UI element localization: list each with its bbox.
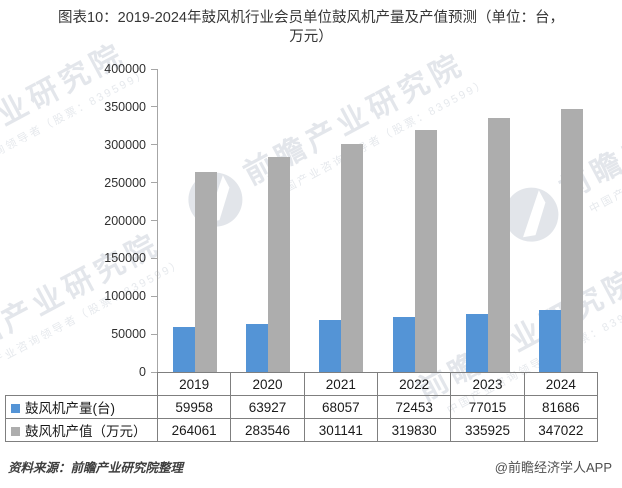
output-value-cell: 347022 — [523, 418, 599, 442]
legend-label-production: 鼓风机产量(台) — [25, 401, 115, 416]
bar-production-2019 — [172, 326, 195, 372]
y-tick-label: 250000 — [104, 175, 146, 190]
year-cell: 2022 — [376, 372, 452, 396]
bar-production-2020 — [245, 323, 268, 372]
year-cell: 2021 — [303, 372, 378, 396]
bar-group-2020 — [231, 69, 304, 372]
y-tick-label: 200000 — [104, 213, 146, 228]
y-tick-label: 400000 — [104, 62, 146, 76]
data-table: 2019 2020 2021 2022 2023 2024 鼓风机产量(台) 5… — [5, 372, 599, 442]
qianzhan-logo-icon — [504, 187, 559, 242]
y-axis-tick — [151, 371, 157, 373]
y-tick-label: 150000 — [104, 251, 146, 266]
legend-label-output-value: 鼓风机产值（万元） — [25, 424, 147, 439]
y-tick-label: 0 — [139, 365, 146, 379]
output-value-cell: 264061 — [156, 418, 232, 442]
y-axis-tick — [151, 144, 157, 146]
bar-output-value-2019 — [194, 171, 217, 372]
y-axis-tick — [151, 220, 157, 221]
table-row-years: 2019 2020 2021 2022 2023 2024 — [6, 372, 599, 396]
chart-title: 图表10：2019-2024年鼓风机行业会员单位鼓风机产量及产值预测（单位：台，… — [0, 9, 622, 47]
production-value-cell: 68057 — [303, 395, 378, 419]
y-axis-tick — [151, 257, 157, 259]
bar-group-2024 — [525, 69, 598, 372]
legend-swatch-output-value — [11, 427, 20, 436]
bar-production-2022 — [392, 317, 415, 372]
bar-group-2023 — [451, 69, 524, 372]
output-value-cell: 335925 — [450, 418, 525, 442]
bar-group-2019 — [158, 69, 231, 372]
y-axis-tick — [151, 295, 157, 297]
y-axis-tick — [151, 68, 157, 70]
bar-output-value-2024 — [561, 109, 584, 372]
table-row-production: 鼓风机产量(台) 59958 63927 68057 72453 77015 8… — [5, 395, 599, 419]
bar-output-value-2022 — [414, 129, 437, 372]
y-axis-tick — [151, 182, 157, 184]
output-value-cell: 301141 — [303, 418, 378, 442]
bar-group-2021 — [305, 69, 378, 372]
bar-production-2021 — [319, 320, 342, 372]
y-axis: 400000 350000 300000 250000 200000 150000 1000… — [0, 62, 146, 379]
legend-swatch-production — [11, 404, 20, 413]
year-cell: 2020 — [230, 372, 305, 396]
output-value-cell: 283546 — [230, 418, 305, 442]
output-value-cell: 319830 — [376, 418, 452, 442]
year-cell: 2024 — [523, 372, 599, 396]
plot-area — [151, 68, 598, 373]
y-axis-tick — [151, 333, 157, 335]
production-value-cell: 72453 — [376, 395, 452, 419]
bar-group-2022 — [378, 69, 451, 372]
credit-note: @前瞻经济学人APP — [494, 460, 612, 475]
bar-output-value-2021 — [341, 143, 364, 372]
year-cell: 2023 — [450, 372, 525, 396]
y-axis-tick — [151, 106, 157, 108]
watermark-tile: 前瞻产业研究院 中国产业咨询领导者（股票：839599） — [492, 49, 622, 255]
production-value-cell: 81686 — [523, 395, 599, 419]
y-tick-label: 50000 — [111, 327, 146, 342]
legend-cell-output-value: 鼓风机产值（万元） — [5, 418, 158, 442]
year-cell: 2019 — [156, 372, 232, 396]
bar-output-value-2020 — [267, 157, 290, 372]
table-row-output-value: 鼓风机产值（万元） 264061 283546 301141 319830 33… — [5, 418, 599, 442]
table-blank-cell — [6, 373, 158, 396]
production-value-cell: 77015 — [450, 395, 525, 419]
production-value-cell: 59958 — [156, 395, 232, 419]
bar-production-2024 — [539, 310, 562, 372]
production-value-cell: 63927 — [230, 395, 305, 419]
bar-output-value-2023 — [487, 117, 510, 372]
legend-cell-production: 鼓风机产量(台) — [5, 395, 158, 419]
y-tick-label: 100000 — [104, 289, 146, 304]
chart-title-line-1: 图表10：2019-2024年鼓风机行业会员单位鼓风机产量及产值预测（单位：台， — [58, 10, 564, 26]
bar-production-2023 — [465, 313, 488, 372]
y-tick-label: 300000 — [104, 137, 146, 152]
chart-title-line-2: 万元） — [289, 29, 333, 45]
source-note: 资料来源：前瞻产业研究院整理 — [8, 461, 184, 475]
y-tick-label: 350000 — [104, 99, 146, 114]
